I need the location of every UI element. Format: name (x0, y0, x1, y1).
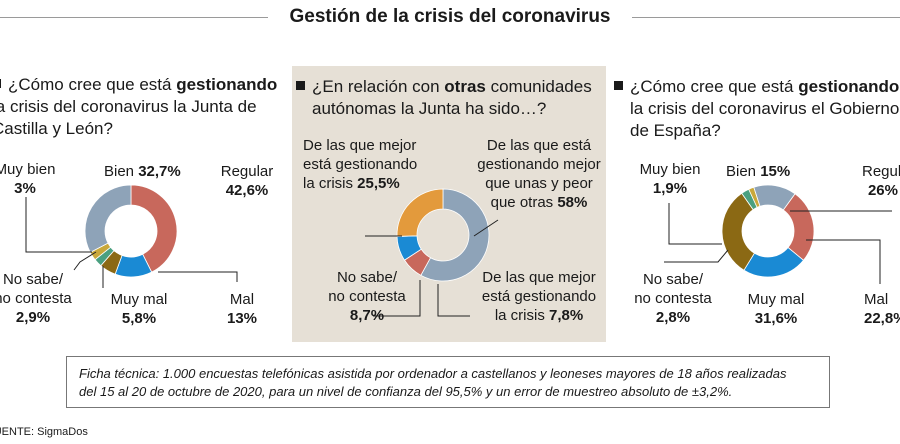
label-muy-mal-1: Muy mal 5,8% (110, 291, 168, 327)
technical-note-box: Ficha técnica: 1.000 encuestas telefónic… (66, 356, 830, 408)
label-bien-1: Bien 32,7% (104, 163, 181, 180)
label-no-sabe-2: No sabe/no contesta 8,7% (328, 269, 406, 324)
donut-chart-gobierno (721, 184, 815, 278)
leader-line-muy-bien-1 (25, 197, 92, 253)
bullet-icon (296, 81, 305, 90)
label-medio-2: De las que está gestionando mejor que unas… (477, 137, 601, 211)
donut-slice-bien (84, 184, 132, 253)
label-mal-1: Mal 13% (226, 291, 258, 327)
donut-slice-bien (753, 184, 796, 211)
leader-line-mal-3 (806, 239, 881, 284)
label-regular-1: Regular 42,6% (220, 163, 274, 199)
label-muy-bien-1: Muy bien 3% (0, 161, 56, 197)
technical-note-line-1: Ficha técnica: 1.000 encuestas telefónic… (79, 366, 787, 381)
label-peor-2: De las que mejor está gestionando la crisi… (481, 269, 597, 324)
bullet-icon (0, 79, 1, 88)
donut-chart-comunidades (396, 188, 490, 282)
title-rule-right (632, 17, 900, 18)
technical-note-line-2: del 15 al 20 de octubre de 2020, para un… (79, 384, 733, 399)
question-2: ¿En relación con otras comunidades autón… (296, 76, 606, 120)
leader-line-peor-2 (437, 284, 470, 317)
label-no-sabe-1: No sabe/no contesta 2,9% (0, 271, 72, 326)
title-rule-left (0, 17, 268, 18)
donut-chart-junta (84, 184, 178, 278)
label-muy-mal-3: Muy mal 31,6% (747, 291, 805, 327)
label-bien-3: Bien 15% (726, 163, 791, 180)
page-title: Gestión de la crisis del coronavirus (289, 6, 611, 27)
leader-line-muy-bien-3 (668, 203, 722, 245)
leader-line-no-sabe-2 (373, 280, 421, 317)
label-regular-3: Regular26% (862, 163, 900, 199)
leader-line-no-sabe-3 (664, 249, 729, 263)
label-muy-bien-3: Muy bien 1,9% (639, 161, 701, 197)
question-3: ¿Cómo cree que está gestionando la crisi… (614, 76, 900, 142)
bullet-icon (614, 81, 623, 90)
question-1: ¿Cómo cree que está gestionando la crisi… (0, 74, 282, 140)
donut-slice-de-las-que-está-gestionando-mejor-que-unas-y-peor-que-otras (420, 188, 490, 282)
label-no-sabe-3: No sabe/no contesta 2,8% (634, 271, 712, 326)
leader-line-medio-2 (473, 219, 499, 237)
donut-slice-regular (130, 184, 178, 273)
leader-line-no-sabe-1 (73, 251, 97, 271)
donut-slice-de-las-que-mejor-está-gestionando-la-crisis (396, 188, 444, 237)
label-mejor-2: De las que mejor está gestionando la crisi… (303, 137, 418, 192)
source-credit: FUENTE: SigmaDos (0, 426, 88, 438)
leader-line-mal-1 (158, 271, 238, 282)
